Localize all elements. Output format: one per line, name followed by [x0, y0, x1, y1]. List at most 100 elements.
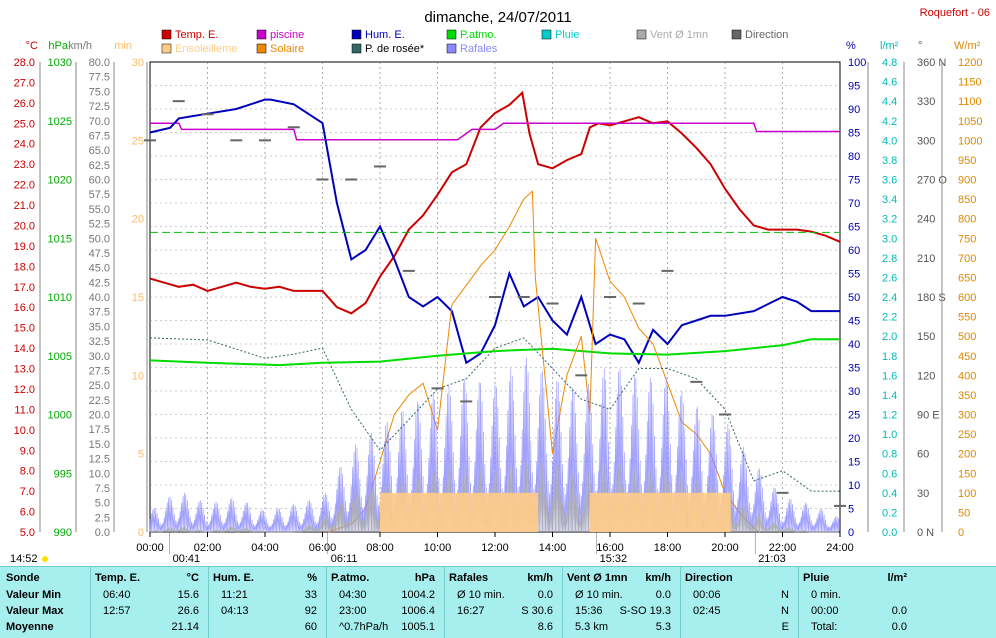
table-unit: l/m² — [887, 572, 907, 584]
axis-tick-humidity: 70 — [848, 198, 860, 210]
table-row-label: Valeur Min — [6, 589, 62, 601]
table-cell-value: 8.6 — [537, 621, 553, 633]
axis-tick-minutes: 0 — [138, 527, 144, 539]
table-row-label: Moyenne — [6, 621, 54, 633]
series-sunshine — [589, 492, 731, 532]
x-tick-label: 08:00 — [366, 542, 394, 554]
axis-tick-humidity: 80 — [848, 151, 860, 163]
axis-tick-solar: 100 — [958, 488, 976, 500]
axis-tick-wind: 25.0 — [89, 380, 110, 392]
axis-tick-temp: 23.0 — [14, 159, 35, 171]
legend-label: Direction — [745, 29, 788, 41]
axis-tick-solar: 350 — [958, 390, 976, 402]
axis-tick-direction: 90 E — [917, 410, 940, 422]
axis-tick-solar: 850 — [958, 194, 976, 206]
axis-tick-pressure: 1015 — [48, 233, 72, 245]
legend-label: P.atmo. — [460, 29, 497, 41]
axis-tick-humidity: 95 — [848, 81, 860, 93]
axis-unit-direction: ° — [918, 40, 922, 52]
x-tick-label: 20:00 — [711, 542, 739, 554]
axis-tick-rain: 0.8 — [882, 449, 897, 461]
table-unit: % — [307, 572, 317, 584]
chart-title: dimanche, 24/07/2011 — [424, 9, 571, 26]
series-p-atmo- — [149, 338, 840, 367]
axis-tick-solar: 200 — [958, 449, 976, 461]
axis-tick-rain: 3.6 — [882, 175, 897, 187]
x-tick-label: 02:00 — [194, 542, 222, 554]
axis-tick-wind: 60.0 — [89, 175, 110, 187]
table-header: Hum. E. — [213, 572, 254, 584]
axis-tick-humidity: 50 — [848, 292, 860, 304]
axis-tick-direction: 30 — [917, 488, 929, 500]
axis-tick-wind: 55.0 — [89, 204, 110, 216]
axis-tick-solar: 600 — [958, 292, 976, 304]
x-tick-label: 00:00 — [136, 542, 164, 554]
table-cell-value: 26.6 — [177, 605, 199, 617]
x-tick-label: 10:00 — [424, 542, 452, 554]
series-sunshine — [380, 492, 539, 532]
legend-swatch — [351, 43, 362, 54]
table-cell-time: 23:00 — [339, 605, 367, 617]
table-cell-value: E — [781, 621, 789, 633]
axis-unit-temp: °C — [26, 40, 38, 52]
axis-tick-wind: 50.0 — [89, 233, 110, 245]
axis-tick-minutes: 20 — [132, 214, 144, 226]
axis-unit-minutes: min — [114, 40, 132, 52]
table-column: Rafales km/h Ø 10 min. 0.0 16:27 S 30.6 8.6 — [444, 567, 563, 638]
moonset-time: 15:32 — [600, 553, 628, 565]
table-cell-value: 1006.4 — [401, 605, 435, 617]
axis-tick-humidity: 20 — [848, 433, 860, 445]
axis-tick-humidity: 10 — [848, 480, 860, 492]
table-header: Pluie — [803, 572, 830, 584]
axis-tick-wind: 0.0 — [95, 527, 110, 539]
axis-tick-solar: 250 — [958, 429, 976, 441]
axis-tick-direction: 360 N — [917, 57, 946, 69]
x-tick-label: 14:00 — [539, 542, 567, 554]
table-cell-time: 5.3 km — [575, 621, 609, 633]
table-cell-time: 04:30 — [339, 589, 367, 601]
table-cell-time: 04:13 — [221, 605, 249, 617]
legend-label: Pluie — [555, 29, 579, 41]
table-column: Temp. E. °C 06:40 15.6 12:57 26.6 21.14 — [90, 567, 209, 638]
table-cell-value: 5.3 — [655, 621, 671, 633]
legend-swatch — [161, 29, 172, 40]
table-column: Hum. E.% 11:21 33 04:13 92 60 — [208, 567, 327, 638]
axis-tick-humidity: 45 — [848, 316, 860, 328]
table-cell-value: N — [781, 589, 789, 601]
axis-tick-temp: 10.0 — [14, 425, 35, 437]
table-unit: km/h — [645, 572, 671, 584]
sunset-time: 21:03 — [758, 553, 786, 565]
x-tick-label: 04:00 — [251, 542, 279, 554]
table-cell-time: 12:57 — [103, 605, 131, 617]
x-tick-label: 18:00 — [654, 542, 682, 554]
axis-tick-pressure: 1000 — [48, 410, 72, 422]
legend-label: Vent Ø 1mn — [650, 29, 708, 41]
axes: °C 28.0 27.0 26.0 25.0 24.0 23.0 22.0 21.0 20.0 19… — [14, 40, 983, 539]
table-cell-time: 11:21 — [221, 589, 248, 601]
axis-tick-minutes: 5 — [138, 449, 144, 461]
axis-tick-humidity: 5 — [848, 504, 854, 516]
axis-tick-pressure: 1005 — [48, 351, 72, 363]
series-solaire — [328, 190, 760, 533]
axis-tick-humidity: 90 — [848, 104, 860, 116]
axis-tick-temp: 11.0 — [14, 404, 35, 416]
axis-tick-pressure: 1010 — [48, 292, 72, 304]
axis-tick-humidity: 65 — [848, 222, 860, 234]
table-cell-time: 0 min. — [811, 589, 841, 601]
axis-tick-solar: 1000 — [958, 135, 982, 147]
axis-unit-humidity: % — [846, 40, 856, 52]
axis-tick-temp: 7.0 — [20, 486, 35, 498]
table-cell-value: S 30.6 — [521, 605, 553, 617]
axis-tick-rain: 3.4 — [882, 194, 897, 206]
axis-tick-direction: 240 — [917, 214, 935, 226]
axis-tick-rain: 0.2 — [882, 507, 897, 519]
axis-tick-wind: 30.0 — [89, 351, 110, 363]
weather-chart: dimanche, 24/07/2011 Roquefort - 06 Temp… — [10, 7, 990, 565]
axis-tick-humidity: 35 — [848, 363, 860, 375]
axis-tick-solar: 550 — [958, 312, 976, 324]
moonrise-time: 00:41 — [173, 553, 201, 565]
axis-tick-solar: 950 — [958, 155, 976, 167]
table-cell-value: 0.0 — [655, 589, 671, 601]
axis-tick-humidity: 55 — [848, 269, 860, 281]
axis-tick-wind: 67.5 — [89, 130, 110, 142]
